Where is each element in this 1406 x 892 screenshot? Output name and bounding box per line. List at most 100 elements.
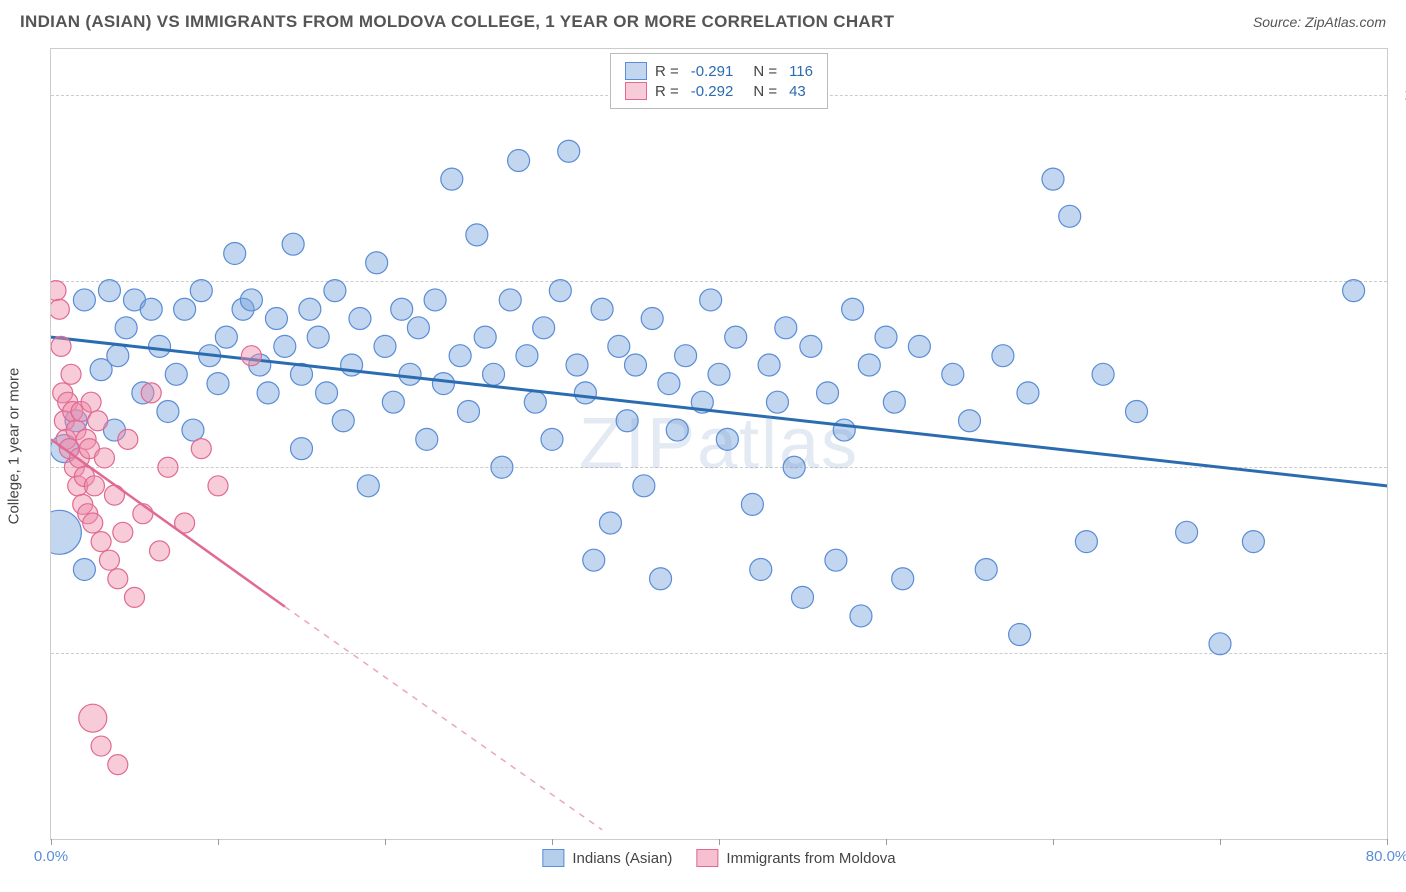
data-point [51,281,66,301]
data-point [775,317,797,339]
data-point [299,298,321,320]
data-point [650,568,672,590]
data-point [374,335,396,357]
data-point [491,456,513,478]
legend-n-label: N = [753,63,777,80]
data-point [94,448,114,468]
legend-label: Indians (Asian) [572,850,672,867]
data-point [608,335,630,357]
data-point [666,419,688,441]
data-point [1092,363,1114,385]
data-point [316,382,338,404]
data-point [83,513,103,533]
data-point [382,391,404,413]
data-point [140,298,162,320]
correlation-legend: R = -0.291N = 116R = -0.292N = 43 [610,53,828,109]
data-point [107,345,129,367]
data-point [424,289,446,311]
data-point [391,298,413,320]
data-point [1242,531,1264,553]
data-point [758,354,780,376]
data-point [1343,280,1365,302]
data-point [157,400,179,422]
x-tick-label: 80.0% [1366,848,1406,865]
data-point [165,363,187,385]
data-point [91,532,111,552]
data-point [449,345,471,367]
data-point [1042,168,1064,190]
data-point [508,150,530,172]
data-point [432,373,454,395]
trend-line-dashed [285,607,602,830]
data-point [474,326,496,348]
data-point [108,755,128,775]
data-point [174,298,196,320]
data-point [73,558,95,580]
data-point [541,428,563,450]
x-tick-mark [719,839,720,845]
chart-source: Source: ZipAtlas.com [1253,14,1386,30]
data-point [516,345,538,367]
data-point [741,493,763,515]
legend-r-value: -0.292 [691,83,734,100]
data-point [1009,624,1031,646]
data-point [416,428,438,450]
legend-swatch [542,849,564,867]
legend-row: R = -0.292N = 43 [625,82,813,100]
legend-r-label: R = [655,63,679,80]
legend-label: Immigrants from Moldova [726,850,895,867]
data-point [125,587,145,607]
data-point [407,317,429,339]
x-tick-mark [1220,839,1221,845]
data-point [133,504,153,524]
data-point [357,475,379,497]
data-point [483,363,505,385]
data-point [833,419,855,441]
data-point [558,140,580,162]
data-point [858,354,880,376]
chart-title: INDIAN (ASIAN) VS IMMIGRANTS FROM MOLDOV… [20,12,894,32]
data-point [992,345,1014,367]
chart-header: INDIAN (ASIAN) VS IMMIGRANTS FROM MOLDOV… [0,0,1406,40]
data-point [51,299,69,319]
data-point [533,317,555,339]
data-point [274,335,296,357]
data-point [792,586,814,608]
x-tick-mark [51,839,52,845]
legend-swatch [625,82,647,100]
data-point [817,382,839,404]
data-point [51,336,71,356]
legend-swatch [625,62,647,80]
data-point [583,549,605,571]
data-point [750,558,772,580]
data-point [725,326,747,348]
data-point [115,317,137,339]
data-point [766,391,788,413]
legend-row: R = -0.291 N = 116 [625,62,813,80]
x-tick-mark [886,839,887,845]
data-point [441,168,463,190]
data-point [61,364,81,384]
legend-r-value: -0.291 [691,63,734,80]
legend-n-value: 116 [789,63,813,80]
legend-n-label: N = [753,83,777,100]
data-point [241,346,261,366]
data-point [99,550,119,570]
legend-item: Immigrants from Moldova [696,849,895,867]
x-tick-mark [552,839,553,845]
data-point [783,456,805,478]
data-point [265,308,287,330]
data-point [104,485,124,505]
data-point [88,411,108,431]
data-point [959,410,981,432]
data-point [599,512,621,534]
data-point [224,242,246,264]
data-point [158,457,178,477]
data-point [800,335,822,357]
data-point [141,383,161,403]
data-point [458,400,480,422]
data-point [332,410,354,432]
data-point [883,391,905,413]
data-point [191,439,211,459]
data-point [118,429,138,449]
